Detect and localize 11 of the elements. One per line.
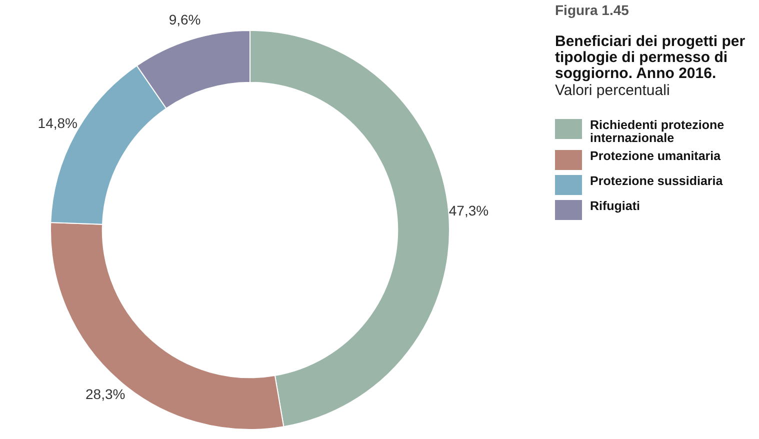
data-label: 9,6%	[168, 11, 201, 28]
data-label: 28,3%	[86, 386, 126, 402]
chart-title: Figura 1.45	[555, 2, 630, 18]
text: Beneficiari dei progetti per tipologie di permesso di soggiorno. Anno 2016.	[555, 33, 746, 82]
legend-label: Protezione sussidiaria	[590, 174, 723, 188]
legend-label: Richiedenti protezione internazionale	[590, 118, 726, 145]
text: Valori percentuali	[555, 82, 671, 99]
legend-label: Protezione umanitaria	[590, 149, 721, 163]
data-label: 47,3%	[448, 202, 489, 218]
data-label: 14,8%	[38, 115, 78, 132]
legend-label: Rifugiati	[590, 199, 640, 213]
